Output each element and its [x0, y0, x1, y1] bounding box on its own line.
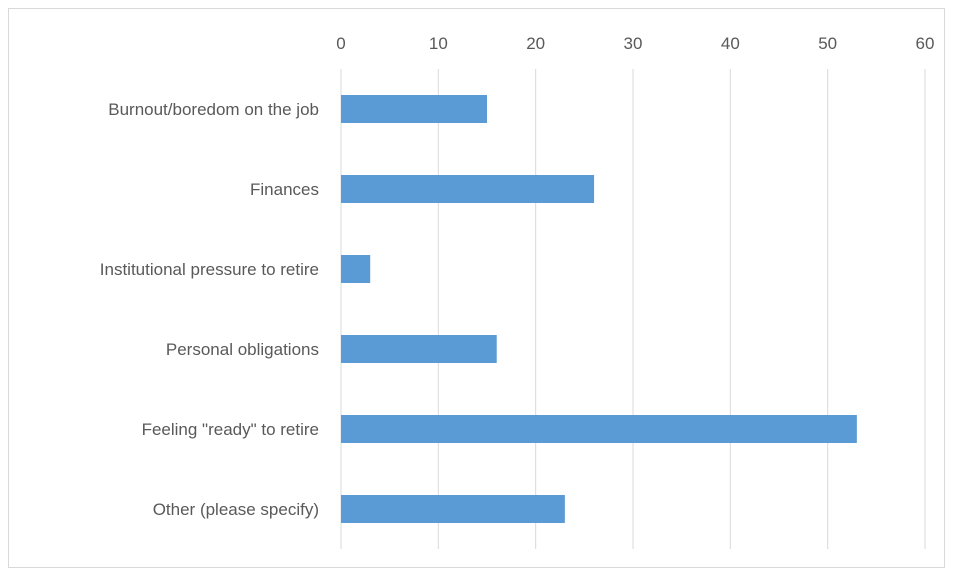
x-tick-label: 20 [526, 34, 545, 53]
bar [341, 255, 371, 283]
bars [341, 95, 857, 523]
x-axis-ticks: 0 10 20 30 40 50 60 [336, 34, 934, 53]
bar [341, 415, 857, 443]
x-tick-label: 50 [818, 34, 837, 53]
x-tick-label: 0 [336, 34, 345, 53]
x-tick-label: 30 [624, 34, 643, 53]
bar [341, 335, 497, 363]
chart-area: 0 10 20 30 40 50 60 Burnout/boredom on the job… [8, 8, 945, 568]
category-label: Feeling "ready" to retire [142, 420, 319, 439]
x-tick-label: 60 [916, 34, 935, 53]
bar [341, 495, 565, 523]
x-tick-label: 10 [429, 34, 448, 53]
category-label: Personal obligations [166, 340, 319, 359]
gridlines [340, 69, 926, 549]
bar [341, 175, 595, 203]
x-tick-label: 40 [721, 34, 740, 53]
category-label: Institutional pressure to retire [100, 260, 319, 279]
category-label: Other (please specify) [153, 500, 319, 519]
category-labels: Burnout/boredom on the job Finances Instit… [100, 100, 319, 519]
category-label: Burnout/boredom on the job [108, 100, 319, 119]
category-label: Finances [250, 180, 319, 199]
bar [341, 95, 487, 123]
